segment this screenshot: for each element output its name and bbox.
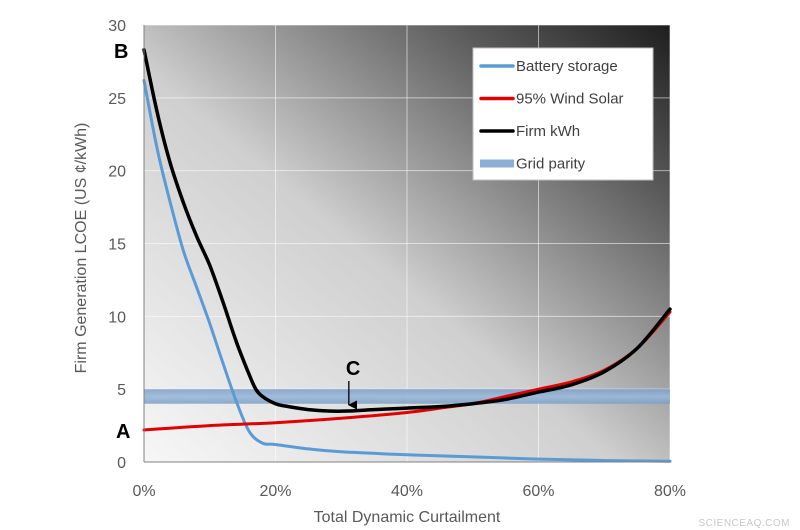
x-tick-label: 0% <box>132 483 155 500</box>
x-tick-label: 80% <box>654 483 686 500</box>
y-tick-label: 30 <box>108 18 126 35</box>
x-axis-title: Total Dynamic Curtailment <box>314 509 501 526</box>
legend-label-battery-storage: Battery storage <box>516 58 618 75</box>
series-lines <box>142 48 672 463</box>
x-tick-labels: 0% 20% 40% 60% 80% <box>132 483 686 500</box>
annotation-c: C <box>346 358 360 380</box>
grid-parity-band <box>144 389 670 404</box>
series-line-firm-kwh <box>142 48 672 413</box>
y-tick-label: 10 <box>108 309 126 326</box>
legend-label-grid-parity: Grid parity <box>516 156 586 173</box>
annotation-b: B <box>114 41 128 63</box>
legend: Battery storage 95% Wind Solar Firm kWh Gri… <box>472 47 654 181</box>
legend-label-95-wind-solar: 95% Wind Solar <box>516 91 624 108</box>
legend-label-firm-kwh: Firm kWh <box>516 123 580 140</box>
x-tick-label: 20% <box>259 483 291 500</box>
series-line-battery-storage <box>142 78 672 463</box>
x-tick-label: 40% <box>391 483 423 500</box>
x-tick-label: 60% <box>522 483 554 500</box>
y-axis-title: Firm Generation LCOE (US ¢/kWh) <box>73 123 90 374</box>
y-tick-labels: 0 5 10 15 20 25 30 <box>108 18 126 472</box>
y-tick-label: 20 <box>108 164 126 181</box>
series-grid-parity-band <box>144 389 670 404</box>
watermark-text: SCIENCEAQ.COM <box>698 518 790 529</box>
legend-items: Battery storage 95% Wind Solar Firm kWh Gri… <box>479 58 624 173</box>
annotation-a: A <box>116 421 130 443</box>
legend-box <box>472 47 654 181</box>
y-tick-label: 15 <box>108 237 126 254</box>
annotations: A B C <box>114 41 360 443</box>
y-tick-label: 25 <box>108 91 126 108</box>
y-tick-label: 0 <box>117 455 126 472</box>
y-tick-label: 5 <box>117 382 126 399</box>
